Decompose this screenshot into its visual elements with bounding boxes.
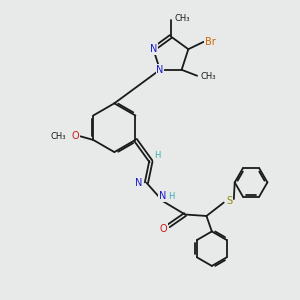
Text: N: N bbox=[135, 178, 143, 188]
Text: H: H bbox=[168, 193, 174, 202]
Text: O: O bbox=[160, 224, 167, 234]
Text: CH₃: CH₃ bbox=[51, 132, 66, 141]
Text: N: N bbox=[159, 191, 166, 201]
Text: H: H bbox=[154, 152, 161, 160]
Text: N: N bbox=[156, 65, 164, 75]
Text: CH₃: CH₃ bbox=[174, 14, 190, 23]
Text: O: O bbox=[72, 131, 79, 141]
Text: CH₃: CH₃ bbox=[201, 72, 216, 81]
Text: N: N bbox=[150, 44, 157, 54]
Text: Br: Br bbox=[205, 37, 216, 47]
Text: S: S bbox=[226, 196, 232, 206]
